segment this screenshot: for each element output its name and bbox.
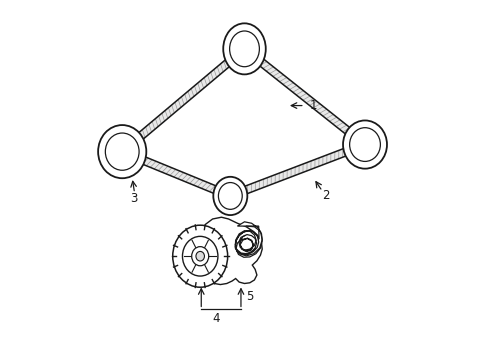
Text: 3: 3 [130, 192, 137, 205]
Polygon shape [120, 46, 246, 155]
Ellipse shape [218, 183, 242, 210]
Ellipse shape [98, 125, 146, 178]
Polygon shape [121, 148, 231, 199]
Ellipse shape [196, 251, 204, 261]
Polygon shape [120, 46, 246, 155]
Ellipse shape [191, 247, 208, 266]
Polygon shape [242, 46, 366, 148]
Polygon shape [228, 141, 366, 199]
Ellipse shape [229, 31, 259, 67]
Polygon shape [235, 222, 262, 257]
Polygon shape [242, 46, 366, 148]
Ellipse shape [182, 237, 218, 276]
Text: 4: 4 [212, 312, 220, 325]
Ellipse shape [105, 133, 139, 170]
Ellipse shape [172, 225, 227, 287]
Ellipse shape [349, 128, 380, 161]
Text: 2: 2 [322, 189, 329, 202]
Text: 1: 1 [309, 99, 317, 112]
Text: 5: 5 [245, 291, 253, 303]
Ellipse shape [343, 121, 386, 168]
Polygon shape [228, 141, 366, 199]
Polygon shape [121, 148, 231, 199]
Polygon shape [187, 217, 262, 284]
Ellipse shape [223, 23, 265, 75]
Ellipse shape [213, 177, 247, 215]
